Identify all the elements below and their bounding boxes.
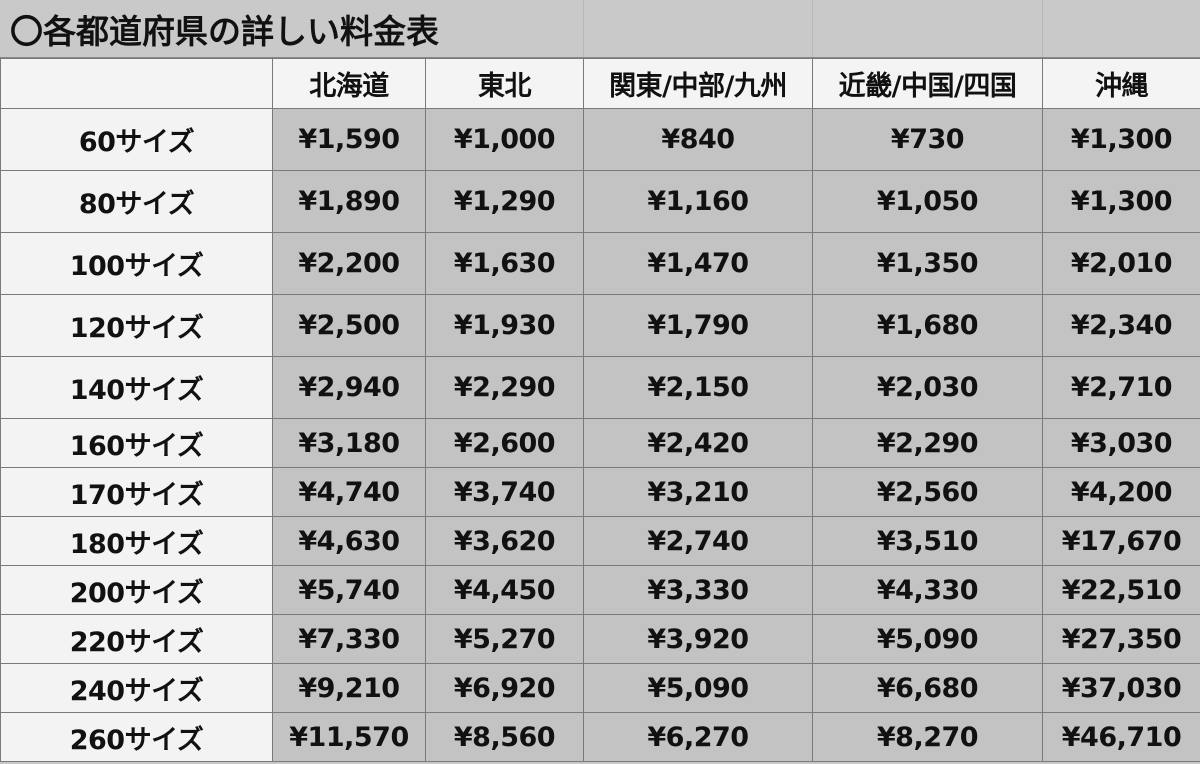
price-cell: ¥2,290 bbox=[812, 418, 1043, 468]
price-cell: ¥1,000 bbox=[425, 108, 584, 171]
price-cell: ¥1,350 bbox=[812, 232, 1043, 295]
header-cell bbox=[0, 58, 273, 109]
price-cell: ¥4,630 bbox=[272, 516, 426, 566]
price-cell: ¥840 bbox=[583, 108, 813, 171]
table-row: 140サイズ ¥2,940 ¥2,290 ¥2,150 ¥2,030 ¥2,710 bbox=[0, 356, 1200, 419]
price-cell: ¥5,740 bbox=[272, 565, 426, 615]
header-cell: 北海道 bbox=[272, 58, 426, 109]
price-cell: ¥1,790 bbox=[583, 294, 813, 357]
title-text: 〇各都道府県の詳しい料金表 bbox=[10, 11, 439, 51]
price-cell: ¥27,350 bbox=[1042, 614, 1200, 664]
price-cell: ¥3,920 bbox=[583, 614, 813, 664]
size-label: 100サイズ bbox=[0, 232, 273, 295]
price-cell: ¥3,620 bbox=[425, 516, 584, 566]
price-cell: ¥5,090 bbox=[583, 663, 813, 713]
price-cell: ¥1,050 bbox=[812, 170, 1043, 233]
price-cell: ¥2,500 bbox=[272, 294, 426, 357]
table-row: 120サイズ ¥2,500 ¥1,930 ¥1,790 ¥1,680 ¥2,340 bbox=[0, 294, 1200, 357]
price-cell: ¥3,510 bbox=[812, 516, 1043, 566]
price-cell: ¥1,290 bbox=[425, 170, 584, 233]
size-label: 80サイズ bbox=[0, 170, 273, 233]
price-cell: ¥3,330 bbox=[583, 565, 813, 615]
price-cell: ¥1,160 bbox=[583, 170, 813, 233]
size-label: 160サイズ bbox=[0, 418, 273, 468]
price-cell: ¥2,030 bbox=[812, 356, 1043, 419]
table-row: 80サイズ ¥1,890 ¥1,290 ¥1,160 ¥1,050 ¥1,300 bbox=[0, 170, 1200, 233]
price-cell: ¥1,890 bbox=[272, 170, 426, 233]
price-cell: ¥2,010 bbox=[1042, 232, 1200, 295]
price-cell: ¥2,600 bbox=[425, 418, 584, 468]
price-cell: ¥8,270 bbox=[812, 712, 1043, 762]
header-cell: 関東/中部/九州 bbox=[583, 58, 813, 109]
size-label: 120サイズ bbox=[0, 294, 273, 357]
price-cell: ¥37,030 bbox=[1042, 663, 1200, 713]
size-label: 140サイズ bbox=[0, 356, 273, 419]
price-cell: ¥4,450 bbox=[425, 565, 584, 615]
table-row: 170サイズ ¥4,740 ¥3,740 ¥3,210 ¥2,560 ¥4,200 bbox=[0, 467, 1200, 517]
table-row: 260サイズ ¥11,570 ¥8,560 ¥6,270 ¥8,270 ¥46,710 bbox=[0, 712, 1200, 762]
price-cell: ¥2,710 bbox=[1042, 356, 1200, 419]
price-cell: ¥3,740 bbox=[425, 467, 584, 517]
price-cell: ¥2,340 bbox=[1042, 294, 1200, 357]
price-cell: ¥7,330 bbox=[272, 614, 426, 664]
price-cell: ¥4,330 bbox=[812, 565, 1043, 615]
price-cell: ¥1,470 bbox=[583, 232, 813, 295]
size-label: 240サイズ bbox=[0, 663, 273, 713]
grid-line bbox=[812, 0, 813, 57]
price-cell: ¥11,570 bbox=[272, 712, 426, 762]
price-cell: ¥6,920 bbox=[425, 663, 584, 713]
size-label: 260サイズ bbox=[0, 712, 273, 762]
price-cell: ¥2,560 bbox=[812, 467, 1043, 517]
size-label: 170サイズ bbox=[0, 467, 273, 517]
price-cell: ¥2,740 bbox=[583, 516, 813, 566]
price-cell: ¥2,290 bbox=[425, 356, 584, 419]
grid-line bbox=[1042, 0, 1043, 57]
price-cell: ¥1,300 bbox=[1042, 108, 1200, 171]
page-title: 〇各都道府県の詳しい料金表 bbox=[0, 0, 1200, 58]
price-cell: ¥2,940 bbox=[272, 356, 426, 419]
price-cell: ¥1,930 bbox=[425, 294, 584, 357]
price-cell: ¥2,200 bbox=[272, 232, 426, 295]
header-cell: 近畿/中国/四国 bbox=[812, 58, 1043, 109]
header-cell: 沖縄 bbox=[1042, 58, 1200, 109]
table-row: 200サイズ ¥5,740 ¥4,450 ¥3,330 ¥4,330 ¥22,510 bbox=[0, 565, 1200, 615]
price-cell: ¥4,740 bbox=[272, 467, 426, 517]
price-cell: ¥1,630 bbox=[425, 232, 584, 295]
price-cell: ¥1,590 bbox=[272, 108, 426, 171]
price-cell: ¥6,680 bbox=[812, 663, 1043, 713]
price-cell: ¥3,030 bbox=[1042, 418, 1200, 468]
price-cell: ¥17,670 bbox=[1042, 516, 1200, 566]
price-cell: ¥46,710 bbox=[1042, 712, 1200, 762]
price-table: 北海道 東北 関東/中部/九州 近畿/中国/四国 沖縄 60サイズ ¥1,590 ¥… bbox=[0, 58, 1200, 762]
price-cell: ¥9,210 bbox=[272, 663, 426, 713]
table-row: 100サイズ ¥2,200 ¥1,630 ¥1,470 ¥1,350 ¥2,010 bbox=[0, 232, 1200, 295]
price-cell: ¥4,200 bbox=[1042, 467, 1200, 517]
price-cell: ¥5,090 bbox=[812, 614, 1043, 664]
size-label: 220サイズ bbox=[0, 614, 273, 664]
grid-line bbox=[583, 0, 584, 57]
price-cell: ¥2,420 bbox=[583, 418, 813, 468]
price-cell: ¥3,180 bbox=[272, 418, 426, 468]
price-cell: ¥5,270 bbox=[425, 614, 584, 664]
table-row: 240サイズ ¥9,210 ¥6,920 ¥5,090 ¥6,680 ¥37,030 bbox=[0, 663, 1200, 713]
price-cell: ¥8,560 bbox=[425, 712, 584, 762]
price-cell: ¥1,680 bbox=[812, 294, 1043, 357]
price-cell: ¥730 bbox=[812, 108, 1043, 171]
size-label: 60サイズ bbox=[0, 108, 273, 171]
header-cell: 東北 bbox=[425, 58, 584, 109]
price-cell: ¥6,270 bbox=[583, 712, 813, 762]
price-cell: ¥2,150 bbox=[583, 356, 813, 419]
header-row: 北海道 東北 関東/中部/九州 近畿/中国/四国 沖縄 bbox=[0, 58, 1200, 109]
table-row: 60サイズ ¥1,590 ¥1,000 ¥840 ¥730 ¥1,300 bbox=[0, 108, 1200, 171]
table-row: 220サイズ ¥7,330 ¥5,270 ¥3,920 ¥5,090 ¥27,350 bbox=[0, 614, 1200, 664]
size-label: 200サイズ bbox=[0, 565, 273, 615]
price-cell: ¥3,210 bbox=[583, 467, 813, 517]
price-cell: ¥22,510 bbox=[1042, 565, 1200, 615]
size-label: 180サイズ bbox=[0, 516, 273, 566]
table-row: 160サイズ ¥3,180 ¥2,600 ¥2,420 ¥2,290 ¥3,030 bbox=[0, 418, 1200, 468]
table-row: 180サイズ ¥4,630 ¥3,620 ¥2,740 ¥3,510 ¥17,670 bbox=[0, 516, 1200, 566]
price-cell: ¥1,300 bbox=[1042, 170, 1200, 233]
